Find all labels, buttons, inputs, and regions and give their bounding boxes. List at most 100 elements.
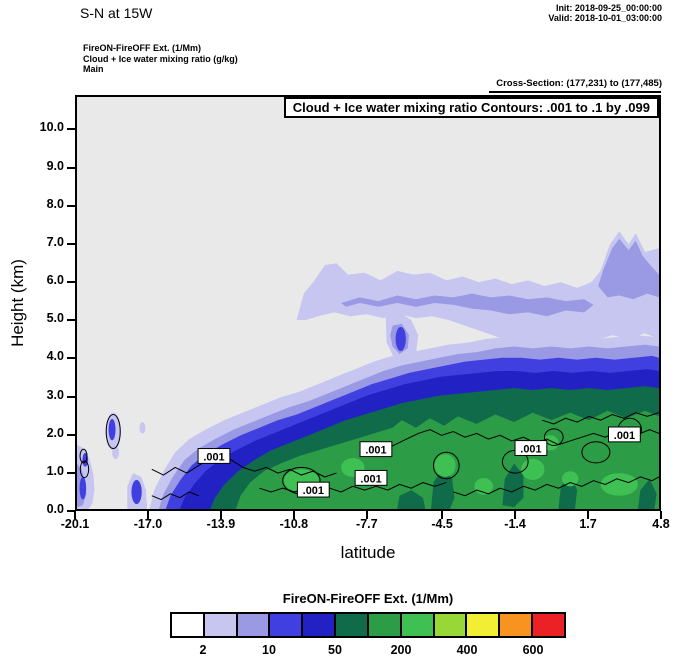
colorbar-cell — [334, 614, 367, 636]
y-tick-label: 3.0 — [46, 387, 64, 402]
x-tick-label: -13.9 — [206, 517, 236, 531]
x-tick-label: 1.7 — [579, 517, 597, 531]
y-tick-mark — [67, 433, 75, 436]
fill-region-band-core — [341, 293, 594, 317]
y-tick-mark — [67, 166, 75, 169]
contour-label-text: .001 — [614, 430, 635, 442]
colorbar-cell — [465, 614, 499, 636]
y-tick-label: 1.0 — [46, 463, 64, 478]
colorbar-tick-label: 200 — [390, 643, 412, 657]
y-tick-label: 5.0 — [46, 311, 64, 326]
contour-info-box: Cloud + Ice water mixing ratio Contours:… — [283, 97, 659, 118]
init-text: Init: 2018-09-25_00:00:00 — [555, 3, 662, 13]
colorbar — [170, 612, 566, 638]
contour-line — [453, 476, 659, 497]
contour-line — [259, 482, 447, 493]
colorbar-tick-label: 600 — [522, 643, 544, 657]
colorbar-tick-label: 10 — [262, 643, 276, 657]
y-tick-mark — [67, 204, 75, 207]
colorbar-cell — [235, 614, 269, 636]
contour-loop — [79, 460, 90, 479]
x-tick-label: -10.8 — [279, 517, 309, 531]
x-tick-label: -1.4 — [504, 517, 526, 531]
fill-region-left-speck — [139, 422, 146, 434]
contour-label-box — [197, 448, 231, 464]
contour-label-box — [608, 426, 641, 443]
x-tick-mark — [514, 511, 517, 519]
colorbar-cell — [432, 614, 466, 636]
fill-region-bright-green-8 — [600, 473, 638, 496]
field-line-1: FireON-FireOFF Ext. (1/Mm) — [83, 43, 202, 53]
contour-plot-canvas: .001 .001 .001 .001 .001 .001 — [77, 231, 659, 509]
contour-line — [151, 491, 199, 501]
fill-region-bright-green-3 — [434, 454, 456, 477]
x-tick-label: -7.7 — [356, 517, 378, 531]
fill-region-left-blob-3-core — [131, 479, 142, 505]
fill-region-left-blob-2-blue1 — [79, 476, 87, 500]
colorbar-cell — [366, 614, 400, 636]
x-tick-label: -20.1 — [60, 517, 90, 531]
y-tick-mark — [67, 319, 75, 322]
colorbar-cell — [531, 614, 564, 636]
contour-label-text: .001 — [303, 485, 324, 497]
x-tick-label: -4.5 — [431, 517, 453, 531]
y-tick-label: 9.0 — [46, 158, 64, 173]
colorbar-tick-label: 2 — [199, 643, 207, 657]
colorbar-title: FireON-FireOFF Ext. (1/Mm) — [282, 591, 454, 606]
colorbar-cell — [301, 614, 335, 636]
contour-loop — [79, 448, 88, 464]
field-line-2: Cloud + Ice water mixing ratio (g/kg) — [83, 53, 238, 64]
contour-loop — [581, 441, 611, 464]
x-tick-mark — [146, 511, 149, 519]
y-tick-mark — [67, 471, 75, 474]
contour-label-text: .001 — [520, 443, 541, 455]
fill-region-bright-green-7 — [562, 471, 579, 487]
contour-line — [151, 453, 337, 478]
fill-region-teal-break-2 — [431, 467, 455, 509]
x-tick-label: 4.8 — [652, 517, 670, 531]
fill-region-bright-green-5 — [521, 458, 545, 480]
y-tick-mark — [67, 128, 75, 131]
x-tick-mark — [587, 511, 590, 519]
colorbar-cell — [202, 614, 236, 636]
contour-loop — [543, 428, 564, 446]
y-tick-mark — [67, 395, 75, 398]
x-axis-title: latitude — [340, 543, 396, 562]
fill-region-teal-break-3 — [502, 463, 524, 508]
fill-region-upper-band — [296, 231, 659, 343]
init-valid-block: Init: 2018-09-25_00:00:00 Valid: 2018-10… — [548, 3, 662, 23]
colorbar-cell — [498, 614, 532, 636]
y-tick-label: 10.0 — [39, 120, 64, 135]
colorbar-cell — [172, 614, 203, 636]
y-tick-mark — [67, 510, 75, 512]
y-tick-mark — [67, 357, 75, 360]
plot-area: .001 .001 .001 .001 .001 .001 Cloud + Ice wat… — [75, 95, 661, 511]
contour-labels: .001 .001 .001 .001 .001 .001 — [197, 426, 641, 498]
contour-label-text: .001 — [365, 445, 386, 457]
cross-section-label: Cross-Section: (177,231) to (177,485) — [496, 78, 662, 89]
contour-label-box — [514, 440, 548, 456]
y-tick-label: 6.0 — [46, 273, 64, 287]
colorbar-cell — [268, 614, 302, 636]
colorbar-tick-label: 400 — [456, 643, 478, 657]
field-description-block: FireON-FireOFF Ext. (1/Mm) Cloud + Ice w… — [83, 43, 238, 75]
y-tick-label: 0.0 — [46, 502, 64, 516]
fill-region-teal-break-5 — [637, 478, 657, 509]
fill-region-band-core-right — [598, 238, 659, 300]
y-tick-label: 4.0 — [46, 349, 64, 364]
y-tick-label: 8.0 — [46, 196, 64, 211]
field-line-3: Main — [83, 64, 104, 74]
contour-label-text: .001 — [360, 473, 381, 485]
fill-region-band-connector-blue — [395, 326, 406, 352]
filled-regions — [77, 231, 659, 509]
y-tick-mark — [67, 242, 75, 245]
colorbar-tick-label: 50 — [328, 643, 342, 657]
valid-text: Valid: 2018-10-01_03:00:00 — [548, 13, 662, 23]
fill-region-teal-break-1 — [397, 490, 426, 509]
y-tick-mark — [67, 281, 75, 283]
y-tick-label: 7.0 — [46, 234, 64, 249]
cross-section-underline — [489, 91, 661, 93]
contour-line — [541, 412, 659, 425]
x-tick-mark — [660, 511, 662, 519]
